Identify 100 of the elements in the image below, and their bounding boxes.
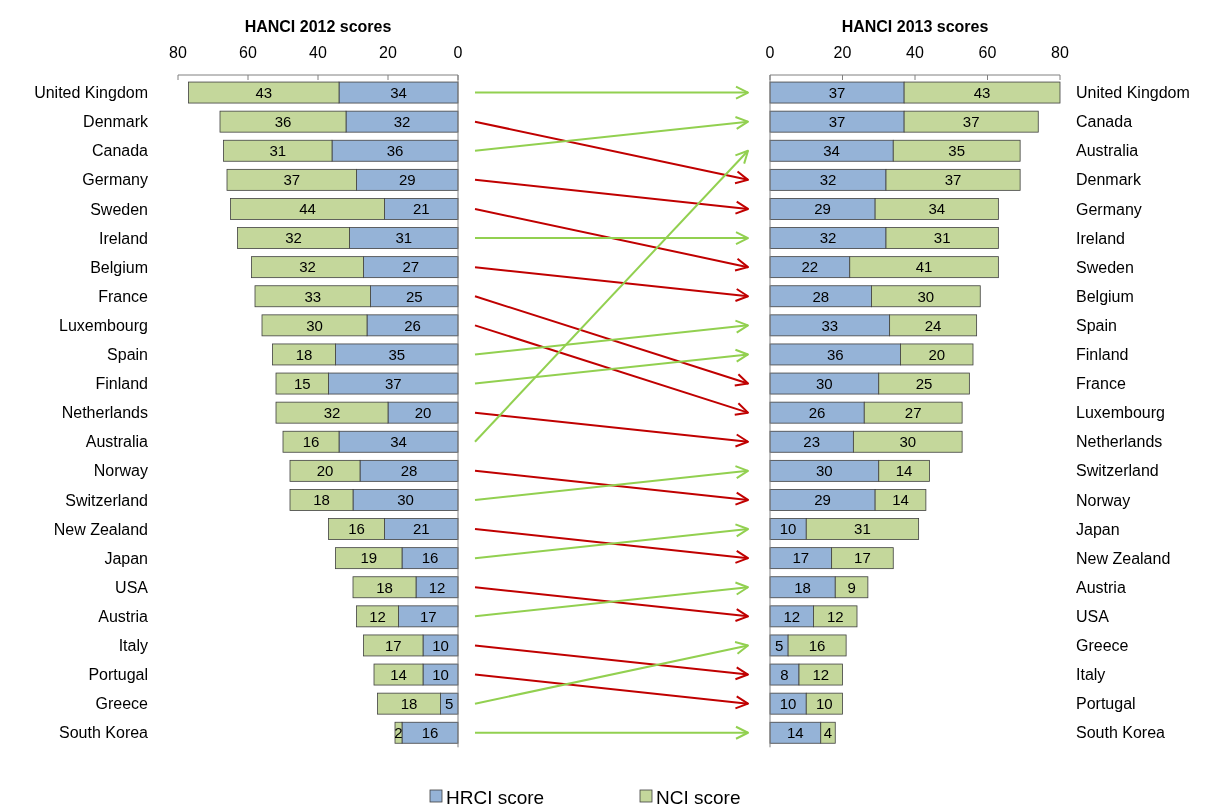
y-tick-label: Luxembourg xyxy=(1076,404,1165,422)
data-label: 32 xyxy=(323,403,341,421)
chart-title: HANCI 2013 scores xyxy=(841,18,989,35)
y-tick-label: South Korea xyxy=(59,724,149,742)
data-label: 10 xyxy=(816,694,833,712)
data-label: 27 xyxy=(402,258,420,276)
data-label: 37 xyxy=(384,374,402,392)
y-tick-label: Denmark xyxy=(83,113,149,131)
data-label: 22 xyxy=(801,258,819,276)
y-tick-label: Finland xyxy=(95,375,148,393)
x-tick-label: 0 xyxy=(453,44,463,61)
data-label: 30 xyxy=(816,374,833,392)
data-label: 18 xyxy=(295,345,313,363)
data-label: 16 xyxy=(421,549,439,567)
data-label: 30 xyxy=(397,491,414,509)
y-tick-label: Australia xyxy=(1076,142,1139,160)
data-label: 18 xyxy=(794,578,811,596)
y-tick-label: USA xyxy=(1076,607,1110,625)
y-tick-label: Greece xyxy=(1076,637,1129,655)
y-tick-label: Luxembourg xyxy=(59,316,148,334)
data-label: 12 xyxy=(783,607,801,625)
data-label: 12 xyxy=(812,665,830,683)
data-label: 32 xyxy=(299,258,316,276)
data-label: 5 xyxy=(445,694,454,712)
data-label: 33 xyxy=(821,316,839,334)
data-label: 10 xyxy=(779,694,797,712)
data-label: 31 xyxy=(854,520,871,538)
y-tick-label: South Korea xyxy=(1076,724,1166,742)
data-label: 34 xyxy=(928,200,946,218)
data-label: 20 xyxy=(928,345,946,363)
y-tick-label: Japan xyxy=(1076,520,1120,538)
data-label: 34 xyxy=(823,142,840,159)
data-label: 41 xyxy=(915,258,933,276)
data-label: 26 xyxy=(404,316,421,334)
y-tick-label: Denmark xyxy=(1076,171,1142,189)
y-tick-label: Austria xyxy=(98,607,149,625)
data-label: 10 xyxy=(432,636,449,654)
y-tick-label: Spain xyxy=(107,346,148,364)
data-label: 25 xyxy=(915,374,933,392)
data-label: 17 xyxy=(854,549,871,567)
y-tick-label: France xyxy=(1076,375,1126,393)
y-tick-label: Italy xyxy=(1076,666,1106,684)
y-tick-label: Belgium xyxy=(90,258,148,276)
y-tick-label: Finland xyxy=(1076,346,1129,364)
data-label: 44 xyxy=(299,200,316,218)
data-label: 17 xyxy=(792,549,810,567)
x-tick-label: 40 xyxy=(906,44,924,61)
y-tick-label: Germany xyxy=(82,171,148,189)
data-label: 29 xyxy=(814,491,831,509)
data-label: 28 xyxy=(400,462,418,480)
data-label: 34 xyxy=(390,433,407,450)
y-tick-label: Norway xyxy=(1076,491,1131,509)
data-label: 32 xyxy=(819,229,837,247)
data-label: 32 xyxy=(285,229,302,247)
y-tick-label: Italy xyxy=(118,637,148,655)
data-label: 33 xyxy=(304,287,322,305)
data-label: 37 xyxy=(828,83,846,101)
data-label: 10 xyxy=(779,520,797,538)
y-tick-label: Greece xyxy=(95,695,149,713)
data-label: 12 xyxy=(369,607,386,625)
data-label: 36 xyxy=(274,112,292,130)
y-tick-label: Switzerland xyxy=(65,491,148,509)
data-label: 43 xyxy=(255,83,273,101)
x-tick-label: 80 xyxy=(169,44,187,61)
y-tick-label: Germany xyxy=(1076,200,1142,218)
y-tick-label: Switzerland xyxy=(1076,462,1159,480)
data-label: 20 xyxy=(316,462,334,480)
x-tick-label: 60 xyxy=(978,44,997,61)
data-label: 35 xyxy=(948,142,966,159)
data-label: 29 xyxy=(398,171,416,189)
data-label: 14 xyxy=(895,462,913,480)
data-label: 25 xyxy=(405,287,423,305)
data-label: 17 xyxy=(384,636,402,654)
data-label: 16 xyxy=(421,724,439,741)
data-label: 37 xyxy=(283,171,301,189)
x-tick-label: 80 xyxy=(1051,44,1069,61)
data-label: 23 xyxy=(803,433,821,450)
data-label: 34 xyxy=(390,83,407,101)
data-label: 18 xyxy=(313,491,330,509)
data-label: 16 xyxy=(302,433,320,450)
data-label: 35 xyxy=(388,345,406,363)
chart-title: HANCI 2012 scores xyxy=(244,18,392,35)
data-label: 18 xyxy=(376,578,393,596)
data-label: 14 xyxy=(787,724,804,741)
y-tick-label: Norway xyxy=(93,462,148,480)
data-label: 24 xyxy=(924,316,942,334)
data-label: 30 xyxy=(306,316,323,334)
data-label: 30 xyxy=(816,462,833,480)
data-label: 27 xyxy=(904,403,922,421)
data-label: 37 xyxy=(962,112,980,130)
y-tick-label: Ireland xyxy=(1076,229,1125,247)
data-label: 21 xyxy=(412,200,430,218)
data-label: 20 xyxy=(414,403,432,421)
legend-label: NCI score xyxy=(656,786,741,808)
data-label: 31 xyxy=(933,229,951,247)
x-tick-label: 40 xyxy=(309,44,327,61)
y-tick-label: Portugal xyxy=(88,666,148,684)
data-label: 32 xyxy=(819,171,837,189)
data-label: 12 xyxy=(826,607,844,625)
data-label: 32 xyxy=(393,112,411,130)
